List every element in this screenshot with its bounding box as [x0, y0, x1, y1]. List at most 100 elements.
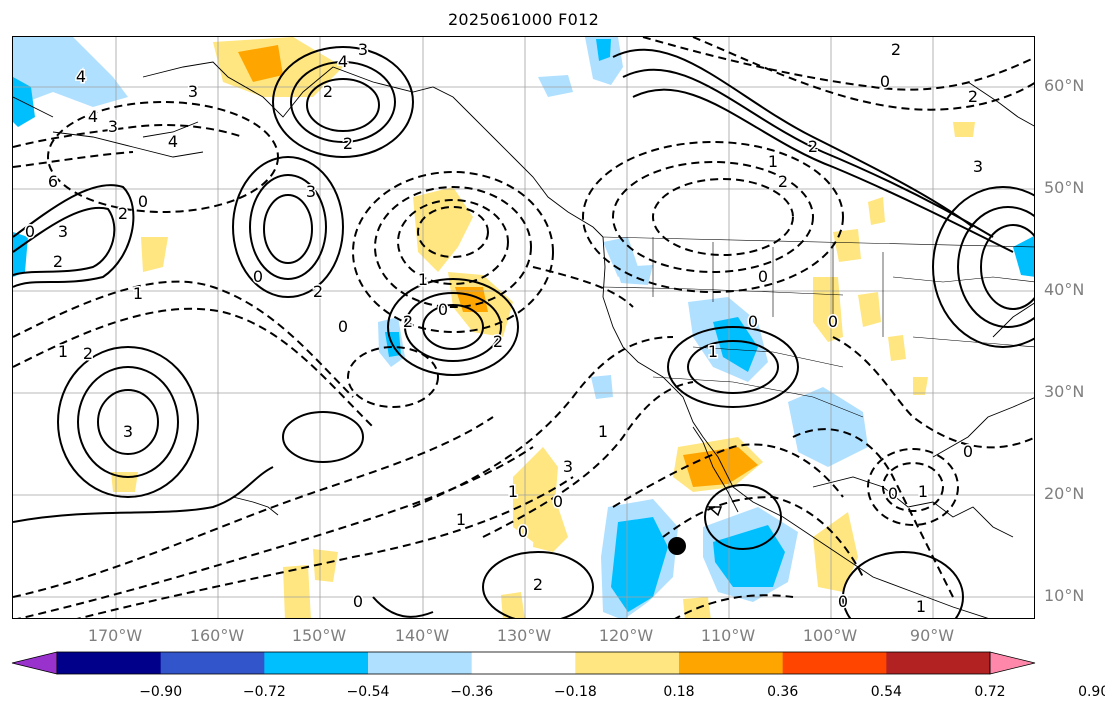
- positive-shading: [868, 197, 885, 225]
- contours-dashed: [13, 37, 1034, 618]
- contour-label: 3: [306, 182, 316, 201]
- colorbar-extend-max: [989, 651, 1036, 675]
- positive-shading: [813, 277, 843, 342]
- contour-label: 4: [76, 67, 86, 86]
- colorbar-tick-label: 0.54: [870, 684, 902, 700]
- negative-shading: [538, 75, 573, 97]
- contour-label: 0: [888, 484, 898, 503]
- lon-label-100w: 100°W: [802, 626, 858, 645]
- contour-label: 1: [133, 284, 143, 303]
- map-title: 2025061000 F012: [447, 10, 600, 29]
- storm-center-dot: [668, 537, 686, 555]
- coastlines: [13, 61, 1034, 618]
- contour-label: 1: [456, 510, 466, 529]
- contour-label: 1: [768, 152, 778, 171]
- positive-shading: [238, 45, 283, 82]
- colorbar-segment: [575, 652, 680, 674]
- lat-label-30n: 30°N: [1044, 382, 1085, 401]
- colorbar-tick-label: 0.72: [974, 684, 1006, 700]
- negative-shading: [1013, 236, 1034, 277]
- colorbar-segment: [368, 652, 473, 674]
- colorbar-segment: [471, 652, 576, 674]
- positive-shading: [913, 377, 928, 395]
- contour-label: 2: [533, 575, 543, 594]
- contour-label: 3: [358, 40, 368, 59]
- lat-label-40n: 40°N: [1044, 280, 1085, 299]
- positive-shading: [283, 565, 311, 618]
- positive-shading: [953, 122, 975, 137]
- colorbar-segment: [886, 652, 991, 674]
- positive-shading: [413, 187, 473, 272]
- contour-label: 3: [188, 82, 198, 101]
- contour-label: 2: [778, 172, 788, 191]
- contour-label: 2: [53, 252, 63, 271]
- colorbar-tick-label: −0.36: [450, 684, 494, 700]
- positive-shading: [888, 335, 906, 361]
- lat-label-50n: 50°N: [1044, 178, 1085, 197]
- contour-label: 0: [880, 72, 890, 91]
- positive-shading: [833, 229, 861, 262]
- lat-label-10n: 10°N: [1044, 586, 1085, 605]
- contour-label: 0: [828, 312, 838, 331]
- contour-label: 1: [418, 270, 428, 289]
- colorbar-tick-label: 0.18: [663, 684, 695, 700]
- contour-label: 0: [25, 222, 35, 241]
- contour-label: 3: [123, 422, 133, 441]
- contour-label: 0: [438, 300, 448, 319]
- contour-label: 2: [83, 344, 93, 363]
- negative-shading: [13, 37, 128, 107]
- negative-shading: [616, 265, 653, 285]
- positive-shading: [313, 549, 338, 582]
- contour-label: 2: [808, 137, 818, 156]
- positive-shading: [858, 292, 881, 327]
- contour-label: 6: [48, 172, 58, 191]
- contour-label: 0: [748, 312, 758, 331]
- lat-label-60n: 60°N: [1044, 76, 1085, 95]
- contour-label: 2: [313, 282, 323, 301]
- contour-label: 1: [58, 342, 68, 361]
- contour-label: 4: [338, 52, 348, 71]
- contour-label: 4: [168, 132, 178, 151]
- contour-label: 0: [963, 442, 973, 461]
- lon-label-140w: 140°W: [394, 626, 450, 645]
- colorbar-segment: [782, 652, 887, 674]
- contour-label: 2: [118, 204, 128, 223]
- colorbar-tick-label: 0.36: [767, 684, 799, 700]
- negative-shading: [585, 37, 623, 85]
- contour-label: 0: [253, 267, 263, 286]
- contour-label: 0: [338, 317, 348, 336]
- positive-shading: [533, 507, 568, 552]
- contour-label: 0: [838, 592, 848, 611]
- negative-shading: [591, 375, 613, 399]
- contour-label: 2: [968, 87, 978, 106]
- positive-shading: [683, 447, 758, 487]
- colorbar-segment: [57, 652, 162, 674]
- negative-shading: [713, 525, 785, 587]
- contour-label: 0: [353, 592, 363, 611]
- colorbar-tick-label: 0.90: [1078, 684, 1105, 700]
- lon-label-90w: 90°W: [909, 626, 955, 645]
- colorbar-tick-label: −0.72: [242, 684, 286, 700]
- lon-label-170w: 170°W: [87, 626, 143, 645]
- colorbar-tick-label: −0.90: [139, 684, 183, 700]
- positive-shading: [501, 592, 525, 618]
- contour-label: 1: [598, 422, 608, 441]
- contour-label: 1: [508, 482, 518, 501]
- lon-label-150w: 150°W: [291, 626, 347, 645]
- contour-label: 0: [518, 522, 528, 541]
- colorbar-tick-label: −0.54: [346, 684, 390, 700]
- negative-shading: [713, 317, 758, 372]
- colorbar-tick-label: −0.18: [553, 684, 597, 700]
- graticule: [13, 37, 1034, 618]
- contour-label: 3: [58, 222, 68, 241]
- negative-shading: [596, 39, 611, 61]
- lat-label-20n: 20°N: [1044, 484, 1085, 503]
- colorbar: [11, 651, 1036, 675]
- lon-label-160w: 160°W: [189, 626, 245, 645]
- contour-label: 1: [708, 342, 718, 361]
- contour-label: 3: [108, 117, 118, 136]
- contour-label: 2: [493, 332, 503, 351]
